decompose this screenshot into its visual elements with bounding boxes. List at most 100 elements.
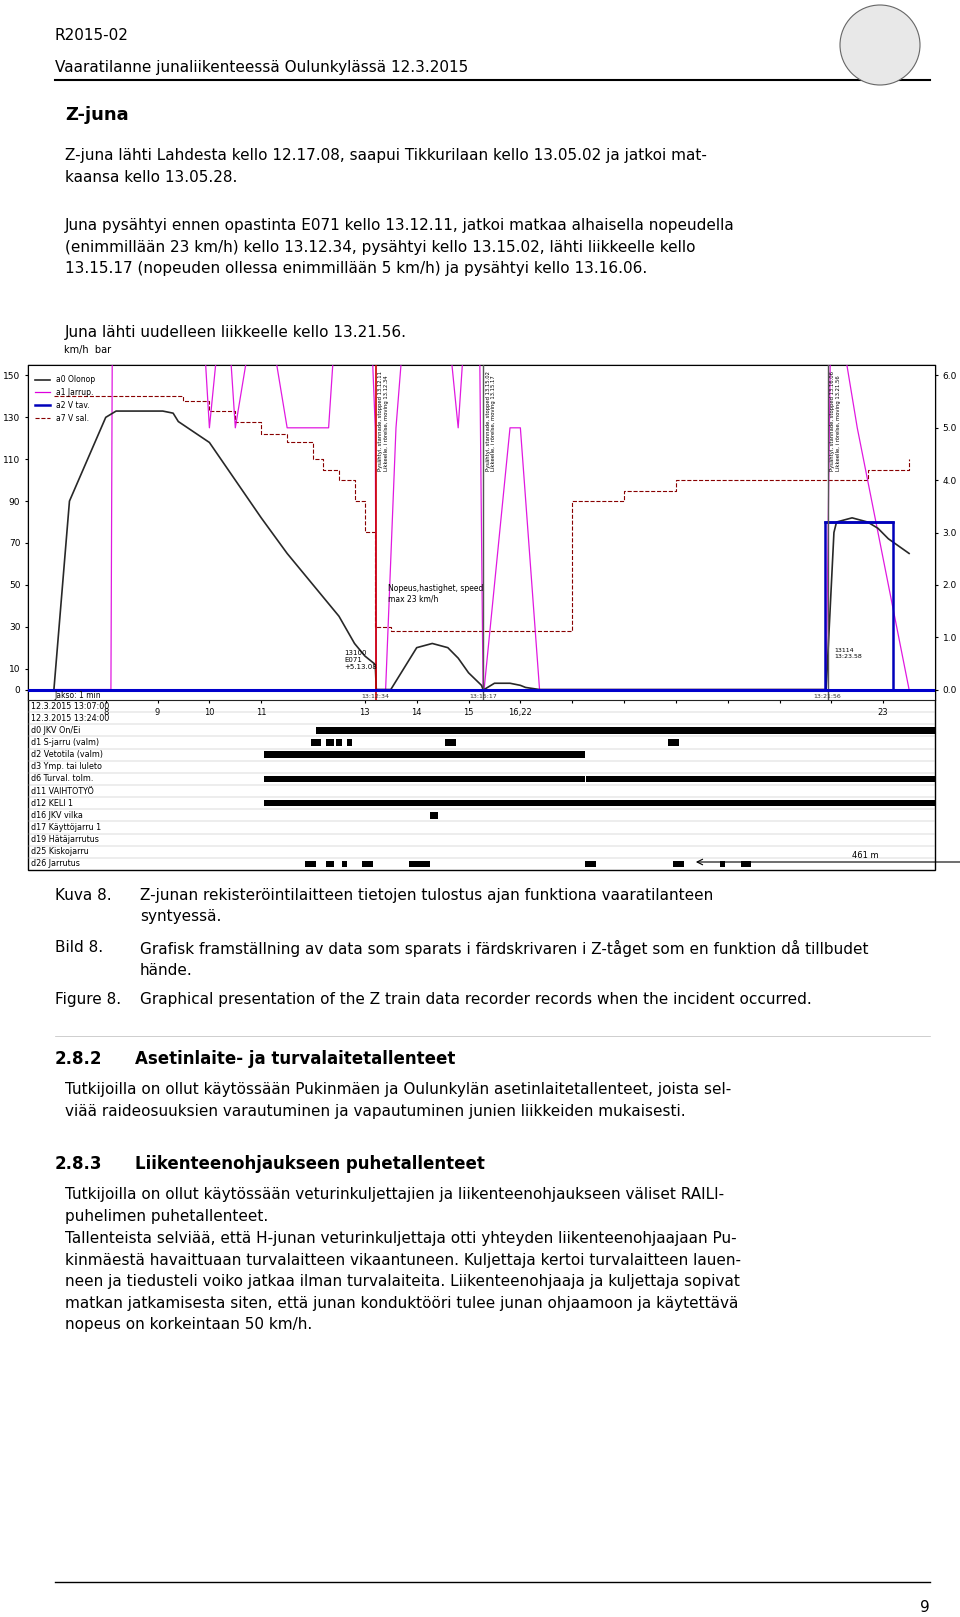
a7 V sal. xyxy=(670,471,682,490)
Text: d17 Käyttöjarru 1: d17 Käyttöjarru 1 xyxy=(31,823,101,833)
a1 Jarrup. xyxy=(359,157,371,176)
a7 V sal. xyxy=(333,471,345,490)
a1 Jarrup. xyxy=(515,419,526,438)
a0 Olonop xyxy=(333,606,345,626)
Text: Nopeus,hastighet, speed
max 23 km/h: Nopeus,hastighet, speed max 23 km/h xyxy=(388,584,484,603)
a0 Olonop xyxy=(830,513,842,532)
Text: d25 Kiskojarru: d25 Kiskojarru xyxy=(31,847,88,857)
Text: 13100
E071
+5.13.08: 13100 E071 +5.13.08 xyxy=(344,650,377,669)
a1 Jarrup. xyxy=(477,679,489,699)
a0 Olonop xyxy=(618,679,630,699)
a0 Olonop xyxy=(157,401,169,420)
a1 Jarrup. xyxy=(504,419,516,438)
Bar xyxy=(28,365,935,870)
a0 Olonop xyxy=(136,401,148,420)
Text: R2015-02: R2015-02 xyxy=(55,27,129,44)
a1 Jarrup. xyxy=(534,679,545,699)
a0 Olonop xyxy=(396,663,407,682)
a7 V sal. xyxy=(396,621,407,640)
a7 V sal. xyxy=(385,621,396,640)
a0 Olonop xyxy=(167,404,179,424)
a7 V sal. xyxy=(437,621,448,640)
a1 Jarrup. xyxy=(452,419,464,438)
Text: Juna pysähtyi ennen opastinta E071 kello 13.12.11, jatkoi matkaa alhaisella nope: Juna pysähtyi ennen opastinta E071 kello… xyxy=(65,218,734,277)
Bar xyxy=(305,860,316,867)
Bar xyxy=(445,739,456,745)
a0 Olonop xyxy=(515,676,526,695)
a1 Jarrup. xyxy=(380,679,392,699)
Text: Asetinlaite- ja turvalaitetallenteet: Asetinlaite- ja turvalaitetallenteet xyxy=(135,1049,455,1067)
Text: 12.3.2015 13:07:00: 12.3.2015 13:07:00 xyxy=(31,702,109,710)
Bar xyxy=(362,860,372,867)
Text: d1 S-jarru (valm): d1 S-jarru (valm) xyxy=(31,737,99,747)
Text: Pysähtyi, stannade, stopped 13.12.11
Likkeelle, i rörelse, moving 13.12.34: Pysähtyi, stannade, stopped 13.12.11 Lik… xyxy=(378,372,389,471)
Text: 13:15:17: 13:15:17 xyxy=(469,694,497,699)
a1 Jarrup. xyxy=(48,679,60,699)
a0 Olonop xyxy=(452,648,464,668)
a0 Olonop xyxy=(477,679,489,699)
Text: d19 Hätäjarrutus: d19 Hätäjarrutus xyxy=(31,834,99,844)
a0 Olonop xyxy=(476,676,488,695)
a0 Olonop xyxy=(173,412,184,432)
a1 Jarrup. xyxy=(204,419,215,438)
Text: d3 Ymp. tai luleto: d3 Ymp. tai luleto xyxy=(31,762,102,771)
Line: a0 Olonop: a0 Olonop xyxy=(54,411,909,689)
Text: 13:12:34: 13:12:34 xyxy=(362,694,390,699)
Text: 9: 9 xyxy=(921,1599,930,1615)
a1 Jarrup. xyxy=(255,260,267,280)
Text: Pysähtyi, stannade, stopped 13.16.06
Likkeelle, i rörelse, moving 13.21.56: Pysähtyi, stannade, stopped 13.16.06 Lik… xyxy=(830,372,841,471)
Text: Z-juna lähti Lahdesta kello 12.17.08, saapui Tikkurilaan kello 13.05.02 ja jatko: Z-juna lähti Lahdesta kello 12.17.08, sa… xyxy=(65,149,707,184)
a0 Olonop xyxy=(255,508,267,527)
Bar xyxy=(409,860,430,867)
a7 V sal. xyxy=(348,492,360,511)
Text: km/h  bar: km/h bar xyxy=(64,344,111,356)
a0 Olonop xyxy=(670,679,682,699)
a7 V sal. xyxy=(255,424,267,443)
Text: d26 Jarrutus: d26 Jarrutus xyxy=(31,859,80,868)
a1 Jarrup. xyxy=(74,679,85,699)
Bar xyxy=(264,800,960,807)
a0 Olonop xyxy=(828,522,840,542)
a7 V sal. xyxy=(152,386,163,406)
a7 V sal. xyxy=(463,621,474,640)
a1 Jarrup. xyxy=(852,419,863,438)
Bar xyxy=(430,812,438,818)
a7 V sal. xyxy=(281,433,293,453)
Bar xyxy=(326,860,334,867)
a7 V sal. xyxy=(534,621,545,640)
a1 Jarrup. xyxy=(468,52,479,71)
a7 V sal. xyxy=(515,621,526,640)
Text: d2 Vetotila (valm): d2 Vetotila (valm) xyxy=(31,750,103,758)
a7 V sal. xyxy=(359,522,371,542)
a0 Olonop xyxy=(426,634,438,653)
a1 Jarrup. xyxy=(323,419,334,438)
a0 Olonop xyxy=(229,471,241,490)
Text: Tallenteista selviää, että H-junan veturinkuljettaja otti yhteyden liikenteenohj: Tallenteista selviää, että H-junan vetur… xyxy=(65,1231,741,1332)
Line: a1 Jarrup.: a1 Jarrup. xyxy=(54,0,909,689)
a7 V sal. xyxy=(204,401,215,420)
Text: Bild 8.: Bild 8. xyxy=(55,939,103,956)
Bar xyxy=(347,739,352,745)
a0 Olonop xyxy=(534,679,545,699)
a7 V sal. xyxy=(836,471,848,490)
a0 Olonop xyxy=(359,647,371,666)
Text: 461 m: 461 m xyxy=(852,851,878,860)
Text: Grafisk framställning av data som sparats i färdskrivaren i Z-tåget som en funkt: Grafisk framställning av data som sparat… xyxy=(140,939,869,978)
a0 Olonop xyxy=(821,679,832,699)
a7 V sal. xyxy=(489,621,500,640)
Bar xyxy=(342,860,347,867)
a1 Jarrup. xyxy=(219,260,230,280)
a7 V sal. xyxy=(370,618,381,637)
a1 Jarrup. xyxy=(903,679,915,699)
Bar xyxy=(673,860,684,867)
a7 V sal. xyxy=(406,621,418,640)
a1 Jarrup. xyxy=(371,679,382,699)
Bar xyxy=(264,752,586,758)
a0 Olonop xyxy=(307,576,319,595)
Text: d16 JKV vilka: d16 JKV vilka xyxy=(31,810,83,820)
Bar xyxy=(264,776,586,783)
a7 V sal. xyxy=(722,471,733,490)
Text: d12 KELI 1: d12 KELI 1 xyxy=(31,799,73,808)
a0 Olonop xyxy=(463,663,474,682)
Bar xyxy=(668,739,679,745)
